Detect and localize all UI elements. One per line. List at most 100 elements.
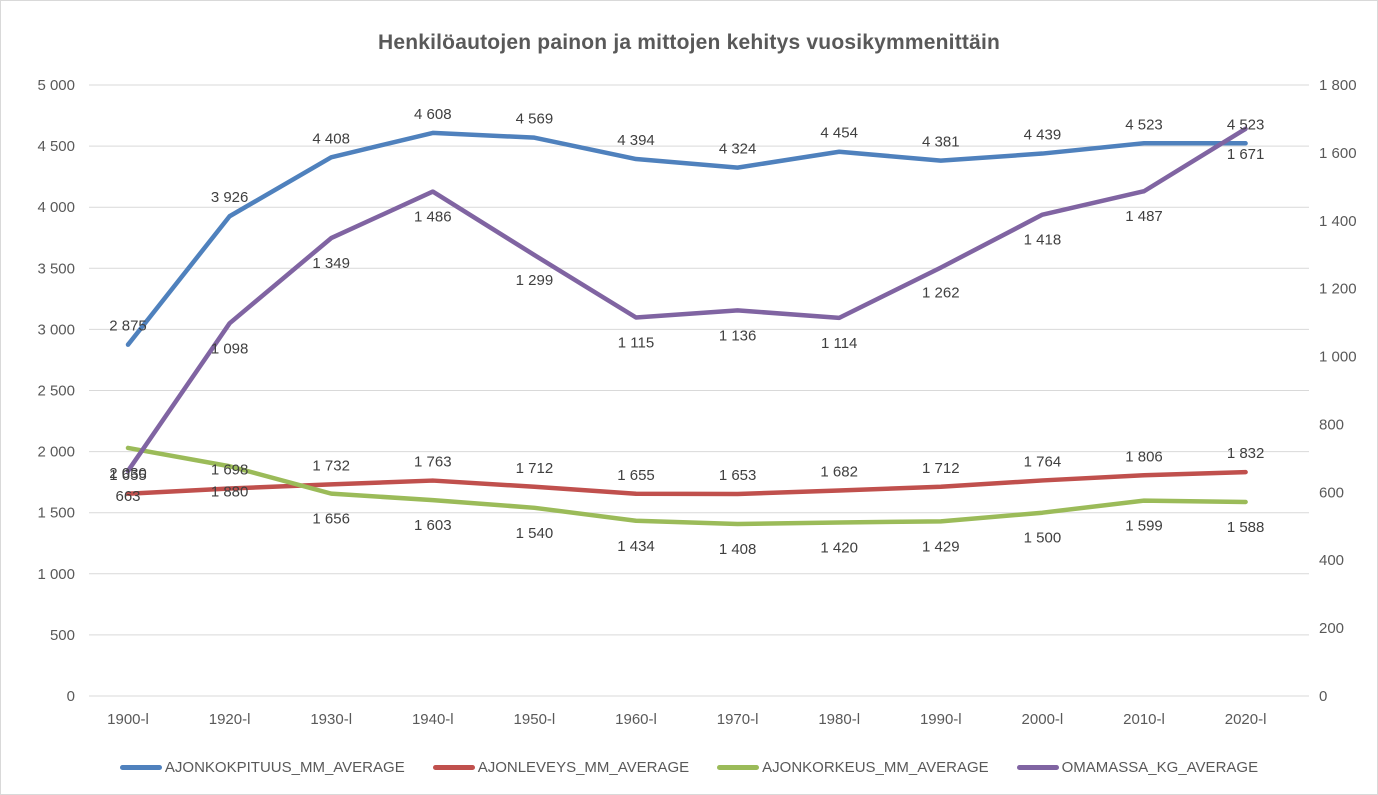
x-axis-tick: 1990-l bbox=[920, 711, 962, 728]
y-axis-left-tick: 3 000 bbox=[37, 321, 75, 338]
y-axis-left-tick: 4 500 bbox=[37, 138, 75, 155]
x-axis-tick: 1900-l bbox=[107, 711, 149, 728]
data-label-ajonkorkeus_mm_average: 1 656 bbox=[312, 511, 350, 528]
y-axis-right-tick: 1 800 bbox=[1319, 77, 1357, 94]
data-label-ajonkorkeus_mm_average: 1 500 bbox=[1024, 530, 1062, 547]
legend-swatch-green-icon bbox=[717, 765, 760, 770]
y-axis-left-tick: 5 000 bbox=[37, 77, 75, 94]
y-axis-right-tick: 400 bbox=[1319, 552, 1344, 569]
legend-item-ajonkokpituus: AJONKOKPITUUS_MM_AVERAGE bbox=[119, 759, 405, 776]
data-label-omamassa_kg_average: 1 262 bbox=[922, 285, 960, 302]
data-label-ajonkorkeus_mm_average: 2 030 bbox=[109, 465, 147, 482]
data-label-ajonkorkeus_mm_average: 1 420 bbox=[820, 539, 858, 556]
data-label-ajonleveys_mm_average: 1 698 bbox=[211, 462, 249, 479]
data-label-ajonkorkeus_mm_average: 1 540 bbox=[516, 525, 554, 542]
y-axis-left-tick: 3 500 bbox=[37, 260, 75, 277]
data-label-omamassa_kg_average: 1 671 bbox=[1227, 146, 1265, 163]
x-axis-tick: 2000-l bbox=[1022, 711, 1064, 728]
y-axis-right-tick: 1 600 bbox=[1319, 145, 1357, 162]
data-label-omamassa_kg_average: 1 299 bbox=[516, 272, 554, 289]
legend-item-omamassa: OMAMASSA_KG_AVERAGE bbox=[1016, 759, 1259, 776]
data-label-ajonleveys_mm_average: 1 806 bbox=[1125, 448, 1163, 465]
data-label-ajonkorkeus_mm_average: 1 603 bbox=[414, 517, 452, 534]
legend-label: AJONKORKEUS_MM_AVERAGE bbox=[762, 759, 989, 776]
y-axis-left-tick: 4 000 bbox=[37, 199, 75, 216]
legend-swatch-purple-icon bbox=[1016, 765, 1059, 770]
data-label-ajonkorkeus_mm_average: 1 599 bbox=[1125, 518, 1163, 535]
legend: AJONKOKPITUUS_MM_AVERAGE AJONLEVEYS_MM_A… bbox=[1, 759, 1377, 776]
series-line-ajonkorkeus_mm_average bbox=[125, 445, 1248, 527]
legend-swatch-blue-icon bbox=[119, 765, 162, 770]
data-label-ajonkorkeus_mm_average: 1 434 bbox=[617, 538, 655, 555]
series-line-ajonleveys_mm_average bbox=[125, 469, 1248, 497]
data-label-ajonkokpituus_mm_average: 4 454 bbox=[820, 125, 858, 142]
data-label-ajonkorkeus_mm_average: 1 588 bbox=[1227, 519, 1265, 536]
data-label-ajonleveys_mm_average: 1 832 bbox=[1227, 445, 1265, 462]
data-label-omamassa_kg_average: 1 418 bbox=[1024, 232, 1062, 249]
data-label-ajonkorkeus_mm_average: 1 429 bbox=[922, 538, 960, 555]
y-axis-left-tick: 2 000 bbox=[37, 444, 75, 461]
y-axis-right-tick: 600 bbox=[1319, 484, 1344, 501]
y-axis-right-tick: 1 400 bbox=[1319, 213, 1357, 230]
y-axis-right-tick: 1 200 bbox=[1319, 281, 1357, 298]
data-label-ajonleveys_mm_average: 1 655 bbox=[109, 467, 147, 484]
data-label-ajonkokpituus_mm_average: 4 408 bbox=[312, 130, 350, 147]
data-label-ajonkokpituus_mm_average: 4 569 bbox=[516, 111, 554, 128]
data-label-ajonkokpituus_mm_average: 4 523 bbox=[1227, 116, 1265, 133]
legend-item-ajonleveys: AJONLEVEYS_MM_AVERAGE bbox=[432, 759, 690, 776]
data-label-omamassa_kg_average: 1 486 bbox=[414, 209, 452, 226]
legend-label: AJONKOKPITUUS_MM_AVERAGE bbox=[164, 759, 405, 776]
y-axis-left-tick: 0 bbox=[67, 688, 75, 705]
y-axis-left-tick: 1 500 bbox=[37, 505, 75, 522]
data-label-ajonkokpituus_mm_average: 2 875 bbox=[109, 318, 147, 335]
y-axis-left-tick: 500 bbox=[50, 627, 75, 644]
data-label-omamassa_kg_average: 1 349 bbox=[312, 255, 350, 272]
x-axis-tick: 2010-l bbox=[1123, 711, 1165, 728]
data-label-ajonleveys_mm_average: 1 763 bbox=[414, 454, 452, 471]
data-label-omamassa_kg_average: 1 114 bbox=[821, 335, 857, 352]
x-axis-tick: 1950-l bbox=[514, 711, 556, 728]
data-label-ajonkokpituus_mm_average: 4 324 bbox=[719, 141, 757, 158]
chart-title: Henkilöautojen painon ja mittojen kehity… bbox=[377, 31, 1001, 54]
y-axis-left-tick: 2 500 bbox=[37, 383, 75, 400]
data-label-ajonleveys_mm_average: 1 682 bbox=[820, 463, 858, 480]
x-axis-tick: 1940-l bbox=[412, 711, 454, 728]
data-label-ajonleveys_mm_average: 1 712 bbox=[922, 460, 960, 477]
x-axis-tick: 1960-l bbox=[615, 711, 657, 728]
x-axis-tick: 1930-l bbox=[310, 711, 352, 728]
series-line-ajonkokpituus_mm_average bbox=[125, 130, 1248, 347]
data-label-omamassa_kg_average: 1 115 bbox=[618, 335, 654, 352]
legend-item-ajonkorkeus: AJONKORKEUS_MM_AVERAGE bbox=[717, 759, 989, 776]
x-axis-tick: 1970-l bbox=[717, 711, 759, 728]
y-axis-right-tick: 1 000 bbox=[1319, 349, 1357, 366]
legend-swatch-red-icon bbox=[432, 765, 475, 770]
data-label-ajonkokpituus_mm_average: 4 608 bbox=[414, 106, 452, 123]
x-axis-tick: 2020-l bbox=[1225, 711, 1267, 728]
data-label-ajonleveys_mm_average: 1 764 bbox=[1024, 453, 1062, 470]
y-axis-right-tick: 200 bbox=[1319, 620, 1344, 637]
data-label-omamassa_kg_average: 663 bbox=[115, 488, 140, 505]
data-label-omamassa_kg_average: 1 098 bbox=[211, 340, 249, 357]
data-label-ajonkorkeus_mm_average: 1 408 bbox=[719, 541, 757, 558]
legend-label: OMAMASSA_KG_AVERAGE bbox=[1061, 759, 1259, 776]
data-label-ajonleveys_mm_average: 1 653 bbox=[719, 467, 757, 484]
data-label-omamassa_kg_average: 1 487 bbox=[1125, 208, 1163, 225]
legend-label: AJONLEVEYS_MM_AVERAGE bbox=[477, 759, 690, 776]
y-axis-right-tick: 0 bbox=[1319, 688, 1327, 705]
y-axis-right-tick: 800 bbox=[1319, 416, 1344, 433]
data-label-ajonkorkeus_mm_average: 1 880 bbox=[211, 483, 249, 500]
data-label-ajonkokpituus_mm_average: 4 394 bbox=[617, 132, 655, 149]
data-label-ajonkokpituus_mm_average: 4 381 bbox=[922, 134, 960, 151]
data-label-ajonleveys_mm_average: 1 655 bbox=[617, 467, 655, 484]
data-label-ajonkokpituus_mm_average: 4 439 bbox=[1024, 127, 1062, 144]
data-label-ajonkokpituus_mm_average: 4 523 bbox=[1125, 116, 1163, 133]
data-label-omamassa_kg_average: 1 136 bbox=[719, 327, 757, 344]
data-label-ajonkokpituus_mm_average: 3 926 bbox=[211, 189, 249, 206]
data-label-ajonleveys_mm_average: 1 732 bbox=[312, 457, 350, 474]
x-axis-tick: 1980-l bbox=[818, 711, 860, 728]
y-axis-left-tick: 1 000 bbox=[37, 566, 75, 583]
x-axis-tick: 1920-l bbox=[209, 711, 251, 728]
data-label-ajonleveys_mm_average: 1 712 bbox=[516, 460, 554, 477]
